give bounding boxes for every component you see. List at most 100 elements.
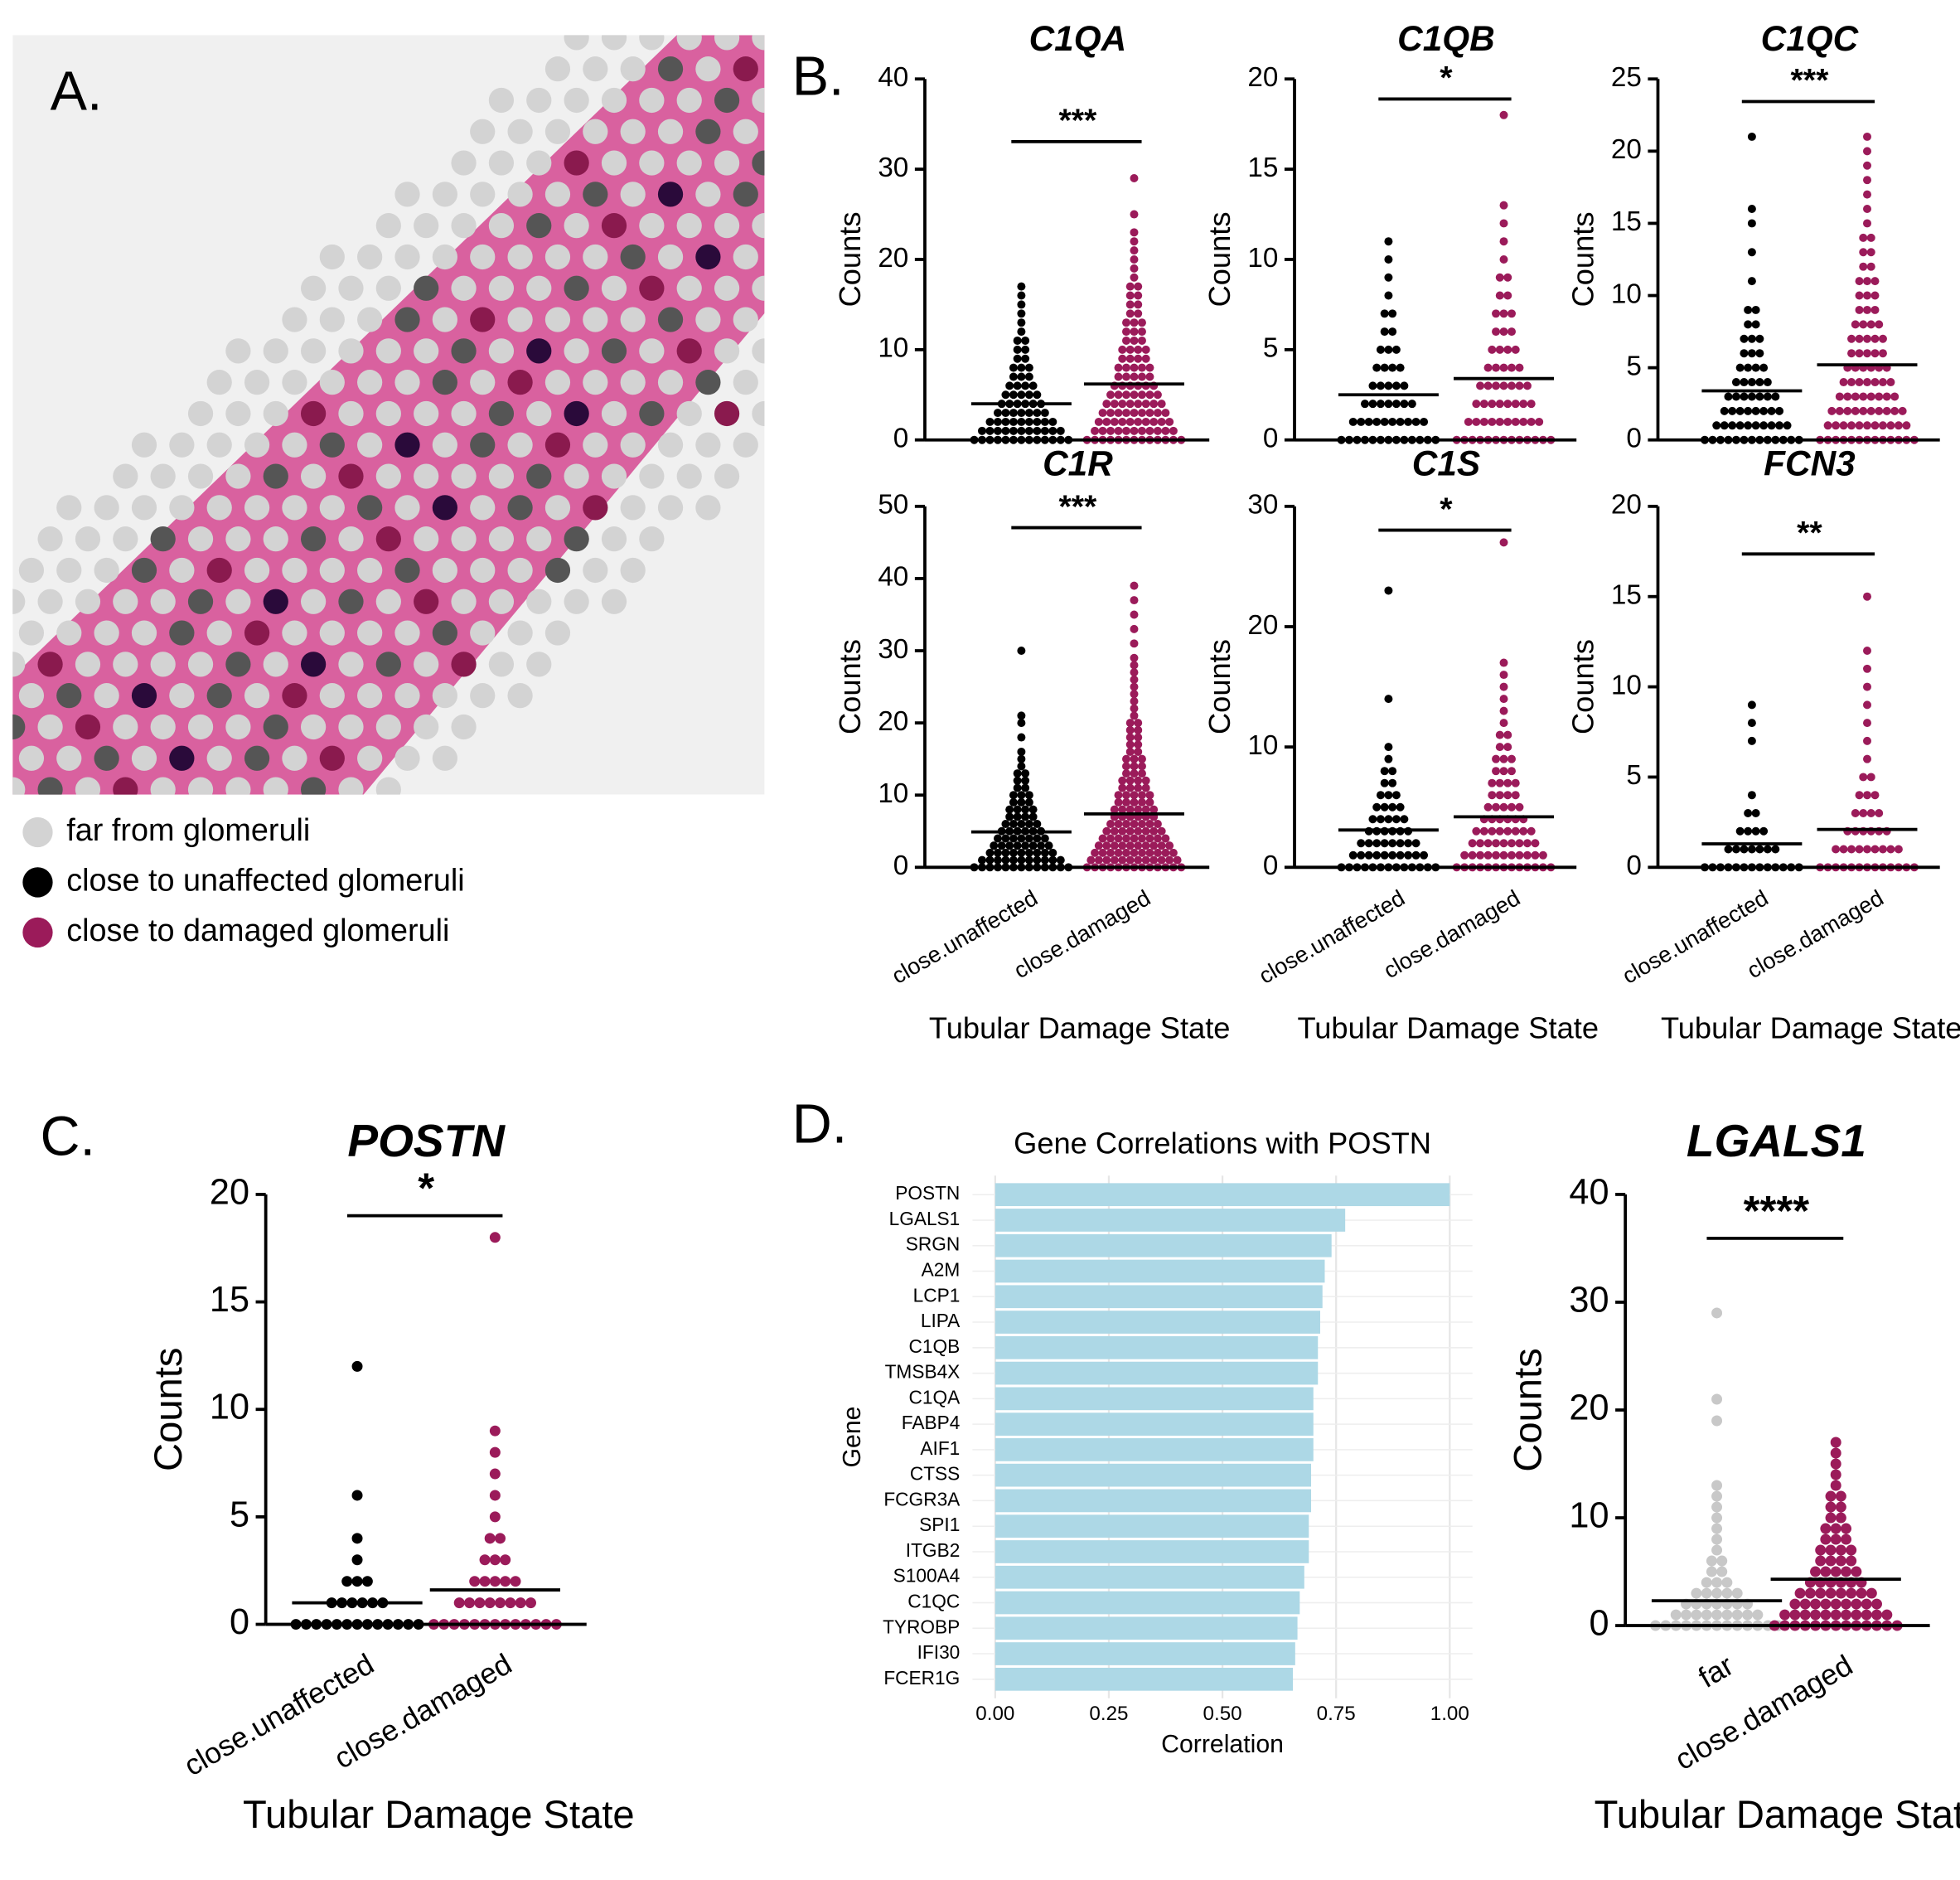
data-point — [1165, 417, 1174, 426]
data-point — [489, 1511, 501, 1523]
spot — [300, 589, 327, 614]
spot — [169, 745, 195, 771]
data-point — [1863, 205, 1871, 214]
spot — [544, 307, 571, 332]
data-point — [1863, 219, 1871, 228]
data-point — [1789, 1609, 1801, 1621]
data-point — [1499, 658, 1508, 667]
data-point — [1130, 639, 1139, 648]
spot — [263, 526, 288, 552]
data-point — [1118, 345, 1127, 354]
data-point — [1499, 363, 1508, 372]
data-point — [1878, 334, 1887, 343]
data-point — [1492, 754, 1501, 763]
data-point — [1357, 839, 1366, 848]
data-point — [1091, 848, 1100, 857]
chart-title: C1S — [1412, 444, 1480, 483]
data-point — [1763, 378, 1772, 387]
data-point — [1125, 300, 1135, 309]
data-point — [1535, 417, 1544, 426]
spot — [620, 432, 646, 458]
data-point — [1515, 839, 1524, 848]
data-point — [1130, 363, 1139, 372]
y-tick-label: SRGN — [906, 1233, 961, 1255]
data-point — [1468, 850, 1477, 860]
bar — [995, 1387, 1314, 1411]
spot — [357, 432, 383, 458]
spot — [752, 213, 765, 239]
data-point — [1145, 363, 1154, 372]
data-point — [1495, 291, 1504, 300]
data-point — [993, 417, 1002, 426]
data-point — [1495, 273, 1504, 282]
data-point — [1384, 254, 1393, 264]
spot — [564, 589, 589, 614]
spot — [583, 56, 608, 82]
spot — [639, 35, 665, 51]
data-point — [1125, 719, 1135, 728]
data-point — [1859, 808, 1868, 817]
spot — [526, 400, 552, 427]
spot — [808, 307, 833, 332]
data-point — [1499, 110, 1508, 119]
data-point — [1863, 592, 1871, 601]
data-point — [1875, 392, 1884, 401]
spot — [808, 119, 833, 144]
data-point — [1017, 417, 1026, 426]
spot — [263, 463, 288, 489]
data-point — [1118, 826, 1127, 836]
data-point — [1028, 381, 1038, 390]
data-point — [1134, 291, 1143, 300]
data-point — [1731, 392, 1740, 401]
data-point — [1890, 392, 1900, 401]
spot — [357, 745, 383, 771]
data-point — [1134, 725, 1143, 734]
spot — [113, 714, 138, 740]
data-point — [1024, 848, 1033, 857]
data-point — [1009, 426, 1018, 435]
data-point — [1875, 320, 1884, 329]
spot — [263, 714, 288, 740]
data-point — [1134, 417, 1143, 426]
spot — [733, 182, 758, 207]
data-point — [1391, 345, 1401, 354]
data-point — [1130, 610, 1139, 619]
data-point — [1832, 845, 1841, 854]
spot — [639, 526, 665, 552]
data-point — [1149, 841, 1159, 850]
spot — [357, 808, 382, 833]
data-point — [1021, 776, 1030, 785]
spot — [620, 495, 646, 521]
data-point — [1810, 1609, 1822, 1621]
data-point — [1499, 706, 1508, 715]
data-point — [1033, 820, 1042, 829]
data-point — [1851, 1598, 1862, 1610]
data-point — [1122, 409, 1130, 418]
spot — [18, 745, 45, 771]
spot — [394, 495, 420, 521]
data-point — [1137, 390, 1146, 400]
data-point — [1122, 797, 1130, 807]
y-tick-label: 15 — [1247, 153, 1278, 183]
data-point — [1711, 1512, 1723, 1524]
data-point — [1005, 841, 1014, 850]
data-point — [1024, 409, 1033, 418]
y-tick-label: 20 — [1569, 1388, 1609, 1427]
spot — [300, 400, 327, 427]
data-point — [1165, 855, 1174, 865]
spot — [733, 119, 758, 144]
data-point — [1519, 826, 1528, 836]
spot — [301, 777, 327, 795]
spot — [394, 620, 420, 646]
data-point — [1372, 802, 1382, 812]
data-point — [1013, 345, 1022, 354]
data-point — [1130, 336, 1139, 345]
data-point — [1855, 305, 1864, 314]
spot — [225, 400, 251, 427]
data-point — [1747, 349, 1756, 358]
data-point — [1866, 233, 1875, 242]
data-point — [1017, 426, 1026, 435]
data-point — [1388, 767, 1397, 776]
data-point — [1125, 740, 1135, 749]
